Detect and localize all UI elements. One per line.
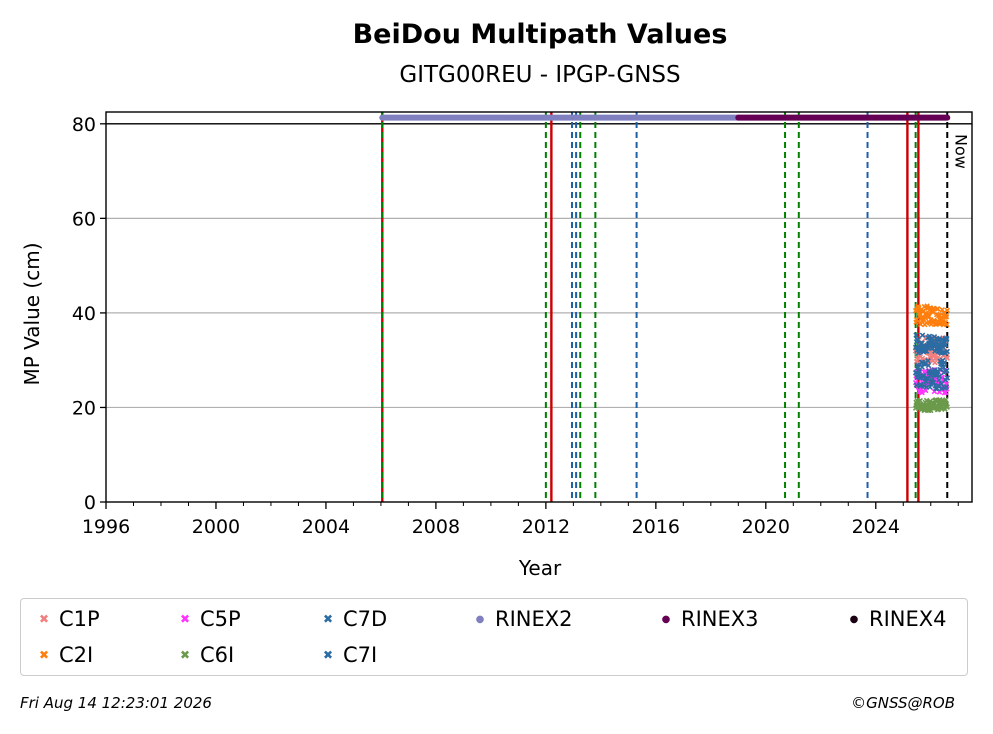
point-c7i (943, 342, 949, 348)
legend-item-rinex2: ● RINEX2 (471, 607, 573, 631)
point-c2i (939, 307, 945, 313)
chart-canvas: BeiDou Multipath Values GITG00REU - IPGP… (20, 19, 973, 580)
point-c7d (941, 359, 948, 366)
y-tick-label-4: 80 (72, 114, 96, 136)
point-c7d (925, 358, 931, 364)
x-tick-label-0: 1996 (82, 516, 130, 538)
legend-label-c5p: C5P (200, 607, 241, 631)
x-tick-label-2: 2004 (302, 516, 350, 538)
now-label: Now (951, 134, 970, 169)
x-tick-label-3: 2008 (412, 516, 460, 538)
point-c5p (943, 389, 949, 396)
legend-item-rinex4: ● RINEX4 (845, 607, 947, 631)
legend-label-rinex4: RINEX4 (869, 607, 947, 631)
legend-marker-c5p: ✖ (179, 612, 191, 626)
legend-label-c7i: C7I (343, 643, 378, 667)
legend-item-rinex3: ● RINEX3 (657, 607, 759, 631)
legend-marker-c7d: ✖ (322, 612, 334, 626)
series-c7i (912, 332, 951, 356)
x-tick-label-7: 2024 (852, 516, 900, 538)
legend-marker-rinex2: ● (475, 613, 485, 625)
x-tick-label-1: 2000 (192, 516, 240, 538)
point-c7i (944, 348, 951, 355)
legend-label-rinex2: RINEX2 (495, 607, 573, 631)
legend-marker-c2i: ✖ (38, 648, 50, 662)
point-c7d (937, 366, 943, 373)
point-c2i (930, 309, 936, 316)
point-c2i (944, 307, 951, 314)
legend-marker-c7i: ✖ (322, 648, 334, 662)
legend-label-c1p: C1P (59, 607, 100, 631)
point-c7i (913, 332, 919, 338)
legend-item-c7d: ✖ C7D (319, 607, 387, 631)
x-axis-label: Year (518, 556, 562, 580)
point-c7d (917, 381, 924, 388)
point-c7d (944, 367, 950, 374)
legend-item-c6i: ✖ C6I (176, 643, 234, 667)
plot-area: Now 0 20 40 60 80 1996 2000 2004 2008 2012 2016 2020… (72, 111, 973, 538)
point-c7d (930, 379, 937, 386)
x-tick-label-5: 2016 (632, 516, 680, 538)
legend-label-c7d: C7D (343, 607, 388, 631)
chart-title: BeiDou Multipath Values (353, 19, 728, 50)
x-tick-label-4: 2012 (522, 516, 570, 538)
point-c7i (923, 348, 930, 354)
point-c2i (943, 314, 950, 320)
legend-label-rinex3: RINEX3 (681, 607, 759, 631)
point-c7d (913, 382, 920, 388)
legend-marker-rinex3: ● (661, 613, 671, 625)
point-c7d (936, 373, 943, 380)
point-c7d (943, 383, 950, 390)
y-tick-label-3: 60 (72, 208, 96, 230)
series-c7d (912, 357, 951, 392)
point-c2i (926, 313, 932, 319)
timestamp: Fri Aug 14 12:23:01 2026 (20, 694, 212, 712)
legend-marker-rinex4: ● (849, 613, 859, 625)
series-c2i (912, 303, 951, 328)
point-c7d (916, 374, 923, 381)
point-c7d (915, 364, 921, 371)
point-c2i (934, 306, 941, 312)
point-c2i (913, 316, 920, 323)
legend-label-c6i: C6I (200, 643, 235, 667)
axes-frame (105, 111, 973, 503)
point-c5p (919, 389, 925, 396)
point-c7d (944, 375, 951, 381)
chart-subtitle: GITG00REU - IPGP-GNSS (399, 62, 680, 88)
copyright: ©GNSS@ROB (851, 694, 955, 712)
legend: ✖ C1P ✖ C2I ✖ C5P ✖ C6I ✖ C7D ✖ C7I ● RINEX2 ● RINEX3 ● R… (20, 598, 968, 676)
point-c6i (944, 404, 951, 410)
series-c6i (912, 397, 951, 414)
y-tick-label-2: 40 (72, 303, 96, 325)
legend-item-c5p: ✖ C5P (176, 607, 241, 631)
legend-label-c2i: C2I (59, 643, 94, 667)
legend-marker-c6i: ✖ (179, 648, 191, 662)
point-c7i (944, 335, 950, 342)
y-axis-label: MP Value (cm) (20, 242, 44, 385)
point-c1p (944, 355, 951, 361)
point-c7d (938, 381, 945, 387)
point-c7i (919, 332, 926, 339)
point-c1p (932, 359, 938, 366)
x-tick-label-6: 2020 (742, 516, 790, 538)
point-c6i (943, 397, 949, 403)
legend-item-c2i: ✖ C2I (35, 643, 93, 667)
point-c7d (916, 368, 923, 375)
legend-item-c7i: ✖ C7I (319, 643, 377, 667)
y-tick-label-1: 20 (72, 397, 96, 419)
point-c2i (944, 321, 950, 328)
legend-item-c1p: ✖ C1P (35, 607, 100, 631)
point-c2i (917, 321, 924, 328)
legend-marker-c1p: ✖ (38, 612, 50, 626)
point-c7d (925, 362, 932, 369)
y-tick-label-0: 0 (84, 492, 96, 514)
